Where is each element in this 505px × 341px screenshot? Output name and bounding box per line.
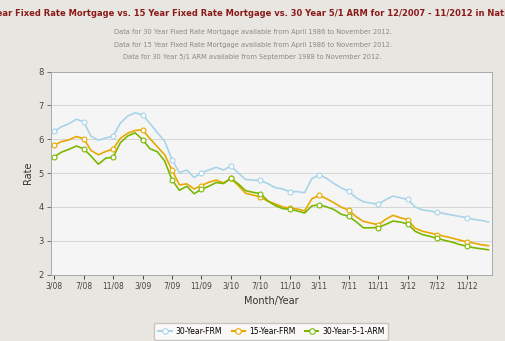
Text: 30 Year Fixed Rate Mortgage vs. 15 Year Fixed Rate Mortgage vs. 30 Year 5/1 ARM : 30 Year Fixed Rate Mortgage vs. 15 Year … [0,9,505,17]
Text: Data for 30 Year Fixed Rate Mortgage available from April 1986 to November 2012.: Data for 30 Year Fixed Rate Mortgage ava… [114,29,391,35]
Legend: 30-Year-FRM, 15-Year-FRM, 30-Year-5-1-ARM: 30-Year-FRM, 15-Year-FRM, 30-Year-5-1-AR… [155,323,388,340]
X-axis label: Month/Year: Month/Year [244,296,299,306]
Text: Data for 15 Year Fixed Rate Mortgage available from April 1986 to November 2012.: Data for 15 Year Fixed Rate Mortgage ava… [114,42,391,48]
Text: Data for 30 Year 5/1 ARM available from September 1988 to November 2012.: Data for 30 Year 5/1 ARM available from … [123,54,382,60]
Y-axis label: Rate: Rate [23,162,33,184]
